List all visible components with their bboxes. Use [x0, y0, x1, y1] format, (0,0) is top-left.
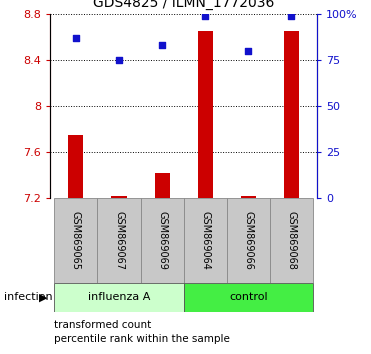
Text: GSM869068: GSM869068 [286, 211, 296, 270]
Bar [184, 283, 313, 312]
Point [202, 13, 208, 19]
Text: transformed count: transformed count [54, 320, 151, 330]
Point [116, 57, 122, 63]
Bar [184, 198, 227, 283]
Bar [55, 198, 98, 283]
Text: infection: infection [4, 292, 52, 302]
Text: ▶: ▶ [39, 292, 47, 302]
Title: GDS4825 / ILMN_1772036: GDS4825 / ILMN_1772036 [93, 0, 274, 10]
Text: influenza A: influenza A [88, 292, 150, 302]
Bar [270, 198, 313, 283]
Text: GSM869069: GSM869069 [157, 211, 167, 270]
Text: GSM869066: GSM869066 [243, 211, 253, 270]
Point [159, 42, 165, 48]
Text: control: control [229, 292, 267, 302]
Point [73, 35, 79, 41]
Point [288, 13, 294, 19]
Text: GSM869065: GSM869065 [71, 211, 81, 270]
Bar [284, 32, 299, 198]
Bar [141, 198, 184, 283]
Bar [111, 196, 127, 198]
Point [245, 48, 251, 54]
Bar [241, 196, 256, 198]
Bar [55, 283, 184, 312]
Bar [198, 32, 213, 198]
Bar [155, 173, 170, 198]
Bar [68, 135, 83, 198]
Bar [98, 198, 141, 283]
Text: GSM869067: GSM869067 [114, 211, 124, 270]
Text: percentile rank within the sample: percentile rank within the sample [54, 334, 230, 344]
Bar [227, 198, 270, 283]
Text: GSM869064: GSM869064 [200, 211, 210, 270]
